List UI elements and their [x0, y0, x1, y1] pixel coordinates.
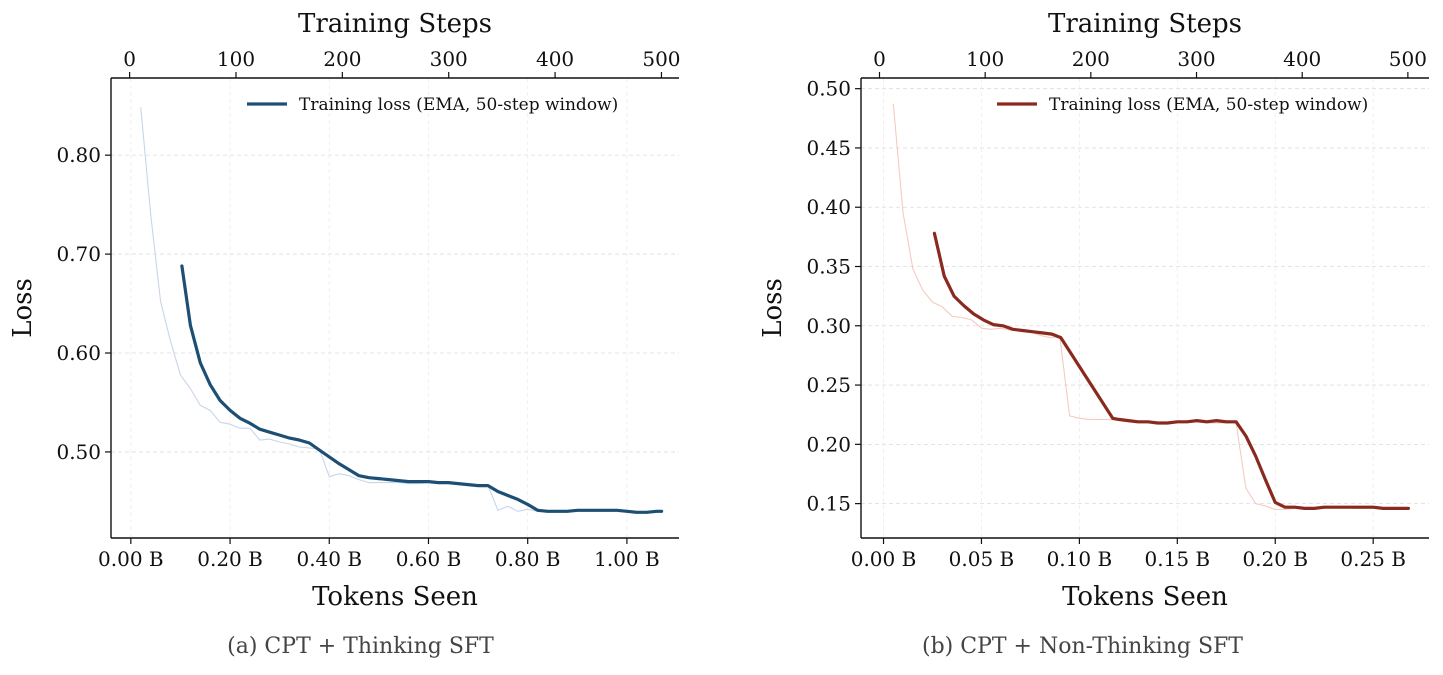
chart-a-top-xtick-label: 300	[430, 47, 468, 71]
chart-a-xtick-label: 1.00 B	[594, 547, 660, 571]
chart-b-ytick-label: 0.30	[806, 314, 851, 338]
chart-a-ytick-label: 0.70	[56, 242, 101, 266]
chart-a-top-xtick-label: 500	[642, 47, 680, 71]
chart-b-ytick-label: 0.15	[806, 492, 851, 516]
chart-b-xtick-label: 0.20 B	[1242, 547, 1308, 571]
chart-panel-a: 0.50 0.60 0.70 0.80 0.00 B 0.20 B 0.40 B 0.60 B…	[0, 0, 721, 675]
chart-b-caption: (b) CPT + Non-Thinking SFT	[922, 634, 1243, 659]
chart-b-top-xtick-label: 400	[1283, 47, 1321, 71]
chart-a-top-xtick-label: 0	[123, 47, 136, 71]
chart-b-top-axis-label: Training Steps	[1048, 9, 1242, 39]
chart-b-xtick-label: 0.10 B	[1047, 547, 1113, 571]
chart-a-legend-label: Training loss (EMA, 50-step window)	[299, 95, 618, 115]
chart-a-top-axis-label: Training Steps	[298, 9, 492, 39]
chart-b-ytick-label: 0.25	[806, 373, 851, 397]
chart-b-legend-label: Training loss (EMA, 50-step window)	[1049, 95, 1368, 115]
chart-a-ytick-label: 0.50	[56, 440, 101, 464]
chart-panel-b: 0.15 0.20 0.25 0.30 0.35 0.40 0.45 0.50 0.00 B 0.…	[722, 0, 1443, 675]
chart-b-ytick-label: 0.20	[806, 432, 851, 456]
chart-a-ema-loss-line	[180, 264, 664, 514]
chart-b-x-axis-label: Tokens Seen	[1062, 582, 1228, 612]
chart-b-ytick-label: 0.45	[806, 136, 851, 160]
chart-b-y-axis-label: Loss	[758, 278, 788, 338]
chart-b-top-xtick-label: 0	[873, 47, 886, 71]
chart-b-xtick-label: 0.00 B	[851, 547, 917, 571]
chart-b-ytick-label: 0.50	[806, 77, 851, 101]
chart-a-y-axis-label: Loss	[8, 278, 38, 338]
chart-b-xtick-label: 0.15 B	[1145, 547, 1211, 571]
chart-b-top-xtick-label: 100	[966, 47, 1004, 71]
chart-a-xtick-label: 0.20 B	[197, 547, 263, 571]
chart-b-top-xtick-label: 200	[1072, 47, 1110, 71]
chart-a-top-xtick-label: 200	[323, 47, 361, 71]
chart-b-ytick-label: 0.35	[806, 255, 851, 279]
chart-b-svg: 0.15 0.20 0.25 0.30 0.35 0.40 0.45 0.50 0.00 B 0.…	[758, 9, 1429, 612]
chart-b-top-xtick-label: 500	[1389, 47, 1427, 71]
chart-a-xtick-label: 0.60 B	[396, 547, 462, 571]
chart-a-x-axis-label: Tokens Seen	[312, 582, 478, 612]
chart-a-svg: 0.50 0.60 0.70 0.80 0.00 B 0.20 B 0.40 B 0.60 B…	[8, 9, 681, 612]
chart-a-xtick-label: 0.80 B	[495, 547, 561, 571]
chart-a-xtick-label: 0.40 B	[296, 547, 362, 571]
chart-a-caption: (a) CPT + Thinking SFT	[227, 634, 494, 659]
chart-a-xtick-label: 0.00 B	[98, 547, 164, 571]
chart-b-xtick-label: 0.25 B	[1340, 547, 1406, 571]
chart-a-top-xtick-label: 100	[217, 47, 255, 71]
chart-b-xtick-label: 0.05 B	[949, 547, 1015, 571]
chart-a-ytick-label: 0.60	[56, 341, 101, 365]
chart-b-raw-loss-line	[892, 103, 1409, 511]
chart-b-ema-loss-line	[932, 231, 1411, 510]
chart-b-ytick-label: 0.40	[806, 195, 851, 219]
chart-a-ytick-label: 0.80	[56, 143, 101, 167]
chart-b-top-xtick-label: 300	[1177, 47, 1215, 71]
chart-a-top-xtick-label: 400	[536, 47, 574, 71]
